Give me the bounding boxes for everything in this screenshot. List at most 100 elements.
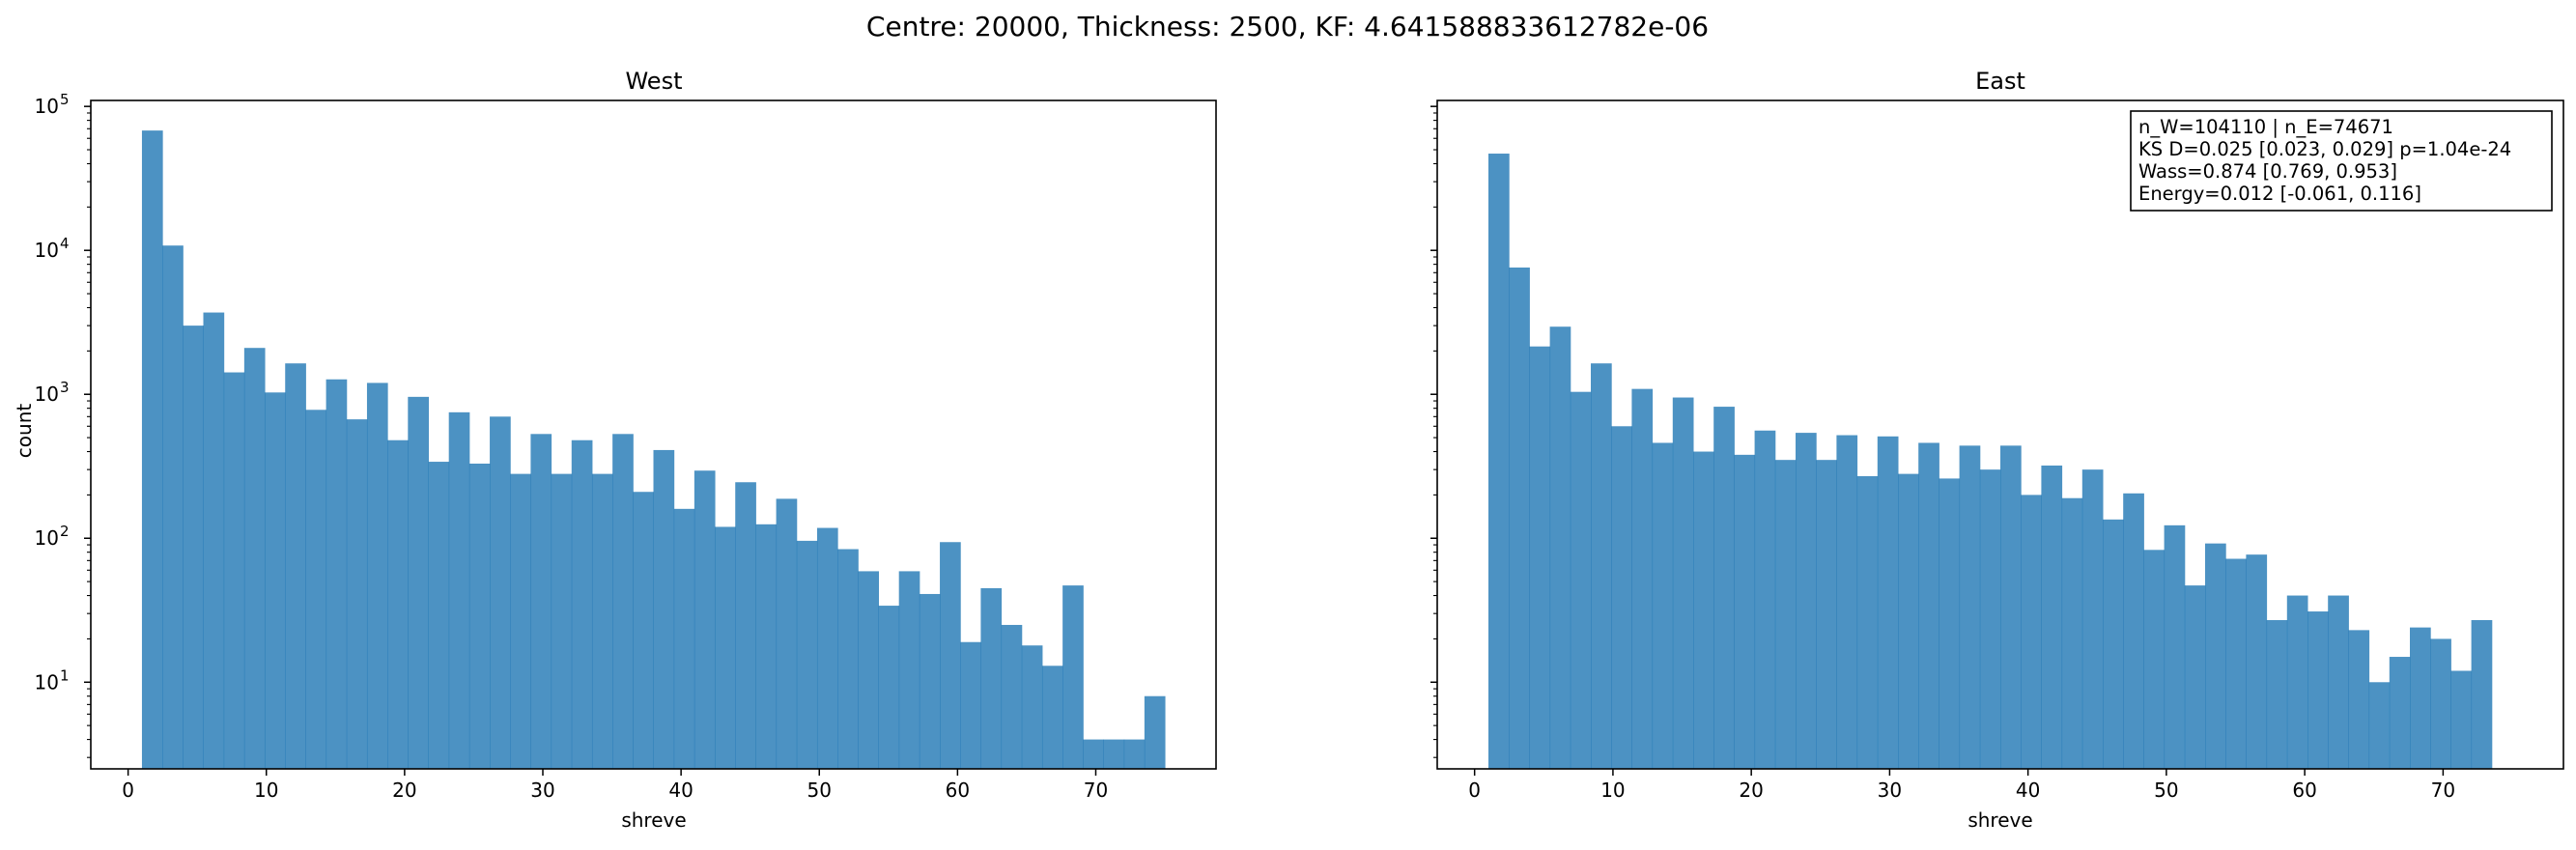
west-y-tick-exponent: 1 xyxy=(60,666,70,684)
west-x-tick-label: 50 xyxy=(807,779,832,802)
east-histogram-bar xyxy=(1939,478,1961,769)
east-histogram-bar xyxy=(1898,473,1919,769)
stats-line-ks: KS D=0.025 [0.023, 0.029] p=1.04e-24 xyxy=(2138,138,2511,160)
west-histogram-bar xyxy=(776,498,798,769)
east-histogram-bar xyxy=(2389,657,2411,769)
east-histogram-bar xyxy=(1509,267,1530,770)
east-histogram-bar xyxy=(2286,595,2308,769)
east-histogram-bar xyxy=(2184,585,2206,769)
east-x-tick-label: 50 xyxy=(2154,779,2178,802)
west-y-tick-label: 10 xyxy=(35,382,59,406)
west-histogram-bar xyxy=(305,410,327,769)
west-y-tick-label: 10 xyxy=(35,95,59,118)
west-y-tick-exponent: 5 xyxy=(60,91,70,108)
west-histogram-bar xyxy=(1123,739,1146,769)
east-histogram-bar xyxy=(1529,346,1551,769)
west-y-tick-label: 10 xyxy=(35,526,59,550)
east-histogram-bar xyxy=(1816,460,1837,769)
east-histogram-bar xyxy=(2368,682,2391,769)
stats-box: n_W=104110 | n_E=74671 KS D=0.025 [0.023… xyxy=(2130,110,2553,212)
east-axes-frame xyxy=(1436,99,2564,770)
west-histogram-bar xyxy=(366,382,388,769)
east-histogram-bar xyxy=(2246,554,2268,769)
west-x-tick-label: 70 xyxy=(1084,779,1108,802)
west-histogram-bar xyxy=(408,396,429,769)
east-histogram-bar xyxy=(1836,435,1858,769)
west-histogram-bar xyxy=(591,473,613,769)
west-histogram-bar xyxy=(796,540,818,769)
east-histogram-bar xyxy=(2348,630,2370,769)
east-histogram-bar xyxy=(1774,460,1797,769)
east-x-axis-label: shreve xyxy=(1967,808,2032,832)
east-histogram-bar xyxy=(2021,495,2042,769)
west-histogram-bar xyxy=(878,606,900,769)
east-x-tick-label: 40 xyxy=(2016,779,2040,802)
stats-line-wasserstein: Wass=0.874 [0.769, 0.953] xyxy=(2138,160,2397,183)
east-histogram-bar xyxy=(1856,475,1879,769)
west-histogram-bars xyxy=(141,130,1166,769)
west-y-tick-label: 10 xyxy=(35,670,59,694)
east-histogram-bar xyxy=(2143,550,2166,769)
east-histogram-bar xyxy=(1549,326,1571,769)
west-histogram-bar xyxy=(1083,739,1104,769)
west-histogram-bar xyxy=(468,463,491,769)
west-histogram-bar xyxy=(571,439,593,769)
east-x-tick-label: 60 xyxy=(2292,779,2316,802)
west-histogram-bar xyxy=(633,492,654,769)
west-y-tick-exponent: 2 xyxy=(60,523,70,540)
west-histogram-bar xyxy=(715,526,736,769)
east-histogram-bar xyxy=(2450,670,2473,769)
east-histogram-bar xyxy=(2123,493,2144,769)
east-histogram-bar xyxy=(2103,519,2124,769)
west-histogram-bar xyxy=(490,416,511,769)
east-histogram-bar xyxy=(2000,445,2022,769)
west-y-axis-label: count xyxy=(13,404,36,459)
west-histogram-bar xyxy=(448,411,470,769)
west-histogram-bar xyxy=(694,470,716,769)
east-panel-title: East xyxy=(1975,68,2025,95)
east-histogram-bar xyxy=(2225,558,2247,769)
west-y-tick-label: 10 xyxy=(35,239,59,262)
west-histogram-bar xyxy=(612,434,634,769)
west-histogram-bar xyxy=(243,348,266,769)
west-histogram-bar xyxy=(898,571,920,769)
west-histogram-bar xyxy=(265,392,286,769)
east-histogram-bar xyxy=(1877,436,1899,769)
west-axes-frame xyxy=(90,99,1217,770)
west-histogram-bar xyxy=(141,130,163,769)
west-panel-title: West xyxy=(625,68,682,95)
east-histogram-bar xyxy=(2430,638,2451,769)
west-histogram-bar xyxy=(919,593,941,769)
west-histogram-bar xyxy=(510,473,531,769)
west-x-tick-label: 20 xyxy=(392,779,416,802)
east-histogram-bar xyxy=(1693,451,1714,769)
east-histogram-bar xyxy=(2328,595,2349,769)
west-x-tick-label: 0 xyxy=(122,779,134,802)
east-histogram-bar xyxy=(2081,469,2104,769)
east-histogram-bar xyxy=(1672,397,1694,769)
stats-box-frame xyxy=(2130,110,2553,212)
west-histogram-bar xyxy=(1103,739,1125,769)
east-histogram-bar xyxy=(2307,611,2329,769)
west-x-tick-label: 30 xyxy=(530,779,554,802)
east-histogram-bar xyxy=(1611,426,1632,769)
west-histogram-bar xyxy=(162,245,184,769)
west-histogram-bar xyxy=(428,462,450,769)
east-histogram-bar xyxy=(1734,454,1756,769)
east-histogram-bars xyxy=(1488,154,2493,770)
west-x-ticks: 0 10 20 30 40 50 60 70 xyxy=(122,769,1108,802)
east-histogram-bar xyxy=(2205,543,2226,769)
west-histogram-bar xyxy=(858,571,879,769)
west-histogram-bar xyxy=(755,524,778,769)
figure-suptitle: Centre: 20000, Thickness: 2500, KF: 4.64… xyxy=(866,11,1709,42)
east-histogram-bar xyxy=(2164,524,2186,769)
west-histogram-bar xyxy=(673,508,695,769)
east-x-ticks: 0 10 20 30 40 50 60 70 xyxy=(1468,769,2455,802)
west-x-axis-label: shreve xyxy=(621,808,686,832)
stats-line-counts: n_W=104110 | n_E=74671 xyxy=(2138,116,2393,138)
west-histogram-bar xyxy=(837,549,859,769)
east-x-tick-label: 30 xyxy=(1878,779,1902,802)
west-histogram-bar xyxy=(1062,585,1084,769)
